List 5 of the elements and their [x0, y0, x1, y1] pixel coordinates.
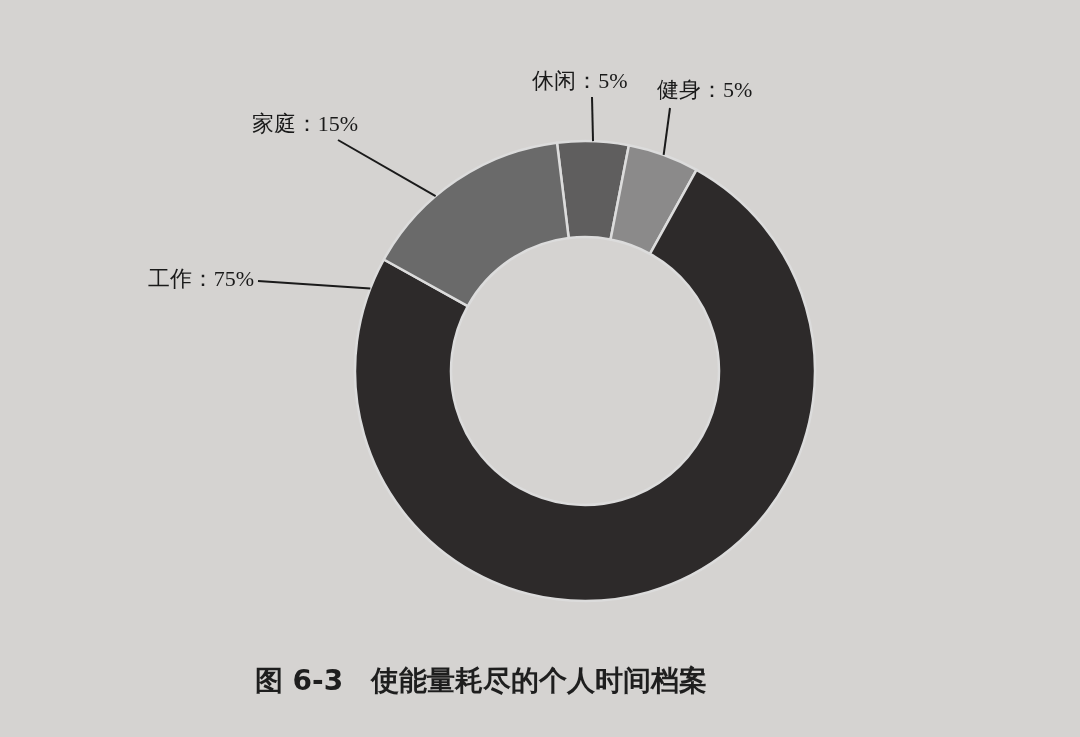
slice-label: 家庭：15%: [251, 111, 358, 136]
slice-label: 工作：75%: [147, 266, 254, 291]
text: 图 6-3 使能量耗尽的个人时间档案: [254, 664, 708, 697]
slice-label: 休闲：5%: [532, 68, 628, 93]
slice-label: 健身：5%: [657, 77, 753, 102]
